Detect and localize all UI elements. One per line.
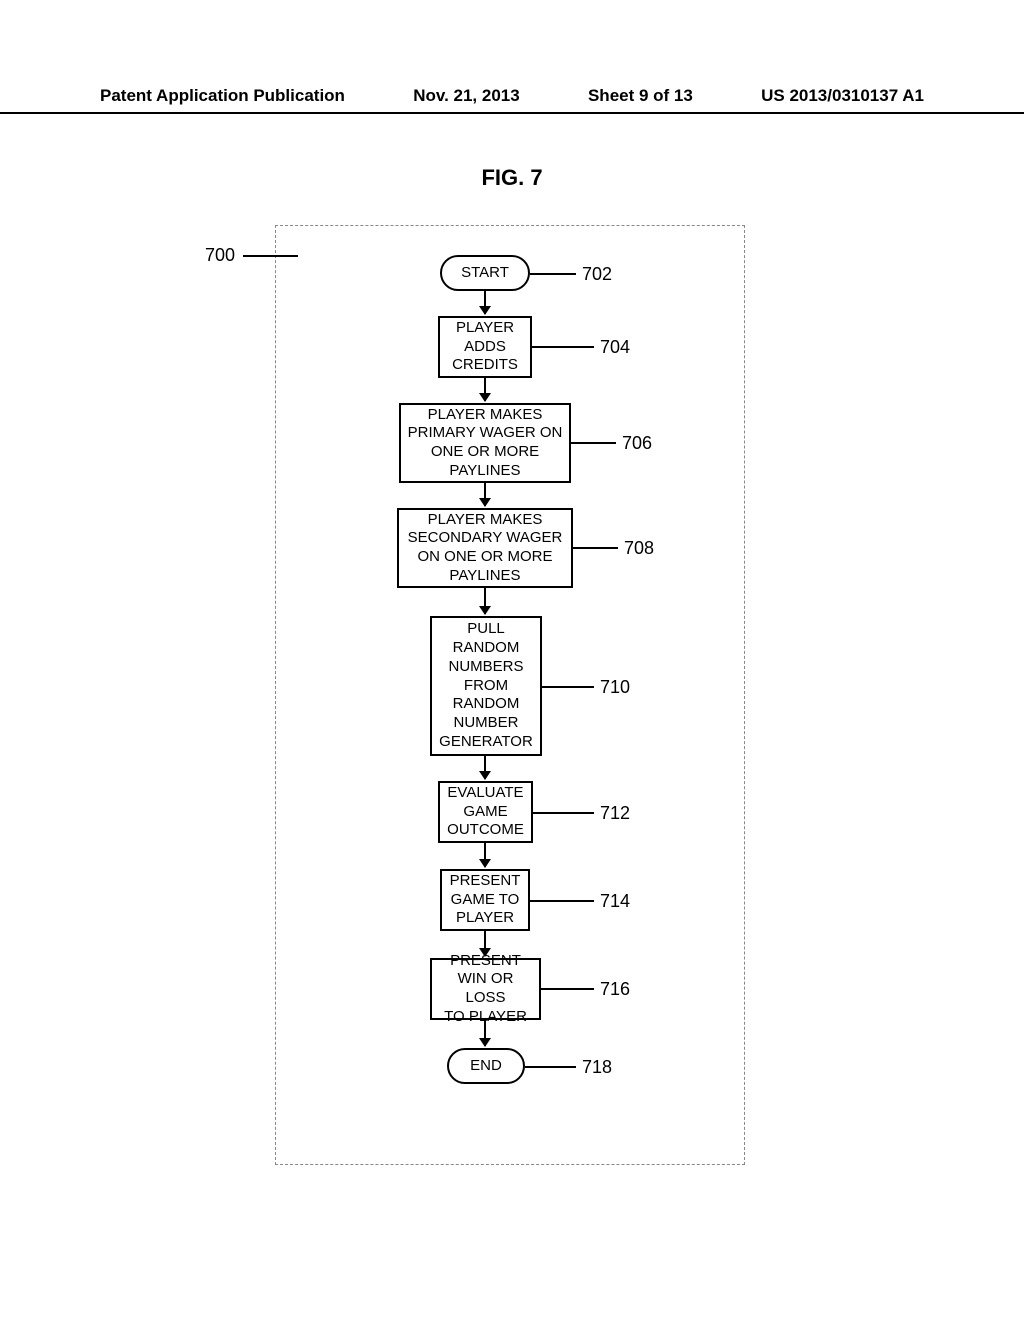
node-text: PLAYER	[456, 909, 514, 928]
flow-arrow	[484, 378, 486, 401]
node-text: PLAYER MAKES	[428, 511, 543, 530]
reference-label-714: 714	[600, 891, 630, 912]
flow-node-712: EVALUATEGAMEOUTCOME	[438, 781, 533, 843]
node-text: PRIMARY WAGER ON	[408, 424, 563, 443]
node-text: PRESENT	[450, 872, 521, 891]
node-text: OUTCOME	[447, 821, 524, 840]
flow-arrow	[484, 291, 486, 314]
flow-node-706: PLAYER MAKESPRIMARY WAGER ONONE OR MOREP…	[399, 403, 571, 483]
reference-leader-line	[573, 547, 618, 549]
header-sheet: Sheet 9 of 13	[588, 86, 693, 106]
reference-leader-line	[243, 255, 298, 257]
reference-label: 700	[205, 245, 235, 266]
reference-label-706: 706	[622, 433, 652, 454]
flow-arrow	[484, 931, 486, 956]
flow-arrow	[484, 756, 486, 779]
reference-leader-line	[532, 346, 594, 348]
reference-leader-line	[525, 1066, 576, 1068]
node-text: ONE OR MORE	[431, 443, 539, 462]
reference-leader-line	[542, 686, 594, 688]
node-text: RANDOM	[453, 639, 520, 658]
flow-arrow	[484, 1020, 486, 1046]
flow-node-716: PRESENTWIN OR LOSSTO PLAYER	[430, 958, 541, 1020]
node-text: GAME TO	[451, 891, 520, 910]
header-date: Nov. 21, 2013	[413, 86, 519, 106]
flow-arrow	[484, 843, 486, 867]
node-text: PLAYER MAKES	[428, 406, 543, 425]
flow-arrow	[484, 483, 486, 506]
node-text: ON ONE OR MORE	[417, 548, 552, 567]
reference-label-712: 712	[600, 803, 630, 824]
flow-node-708: PLAYER MAKESSECONDARY WAGERON ONE OR MOR…	[397, 508, 573, 588]
node-text: GAME	[463, 803, 507, 822]
reference-label-708: 708	[624, 538, 654, 559]
flow-node-704: PLAYERADDSCREDITS	[438, 316, 532, 378]
reference-leader-line	[541, 988, 594, 990]
node-text: PULL	[467, 620, 505, 639]
reference-label-710: 710	[600, 677, 630, 698]
diagram-reference-700: 700	[205, 245, 298, 266]
reference-leader-line	[530, 273, 576, 275]
reference-leader-line	[533, 812, 594, 814]
node-text: PLAYER	[456, 319, 514, 338]
reference-label-718: 718	[582, 1057, 612, 1078]
flow-node-718: END	[447, 1048, 525, 1084]
figure-title: FIG. 7	[0, 165, 1024, 191]
node-text: WIN OR LOSS	[438, 970, 533, 1008]
node-text: GENERATOR	[439, 733, 533, 752]
reference-label-704: 704	[600, 337, 630, 358]
node-text: START	[461, 264, 509, 283]
node-text: SECONDARY WAGER	[408, 529, 563, 548]
flow-node-702: START	[440, 255, 530, 291]
node-text: PAYLINES	[449, 567, 520, 586]
node-text: ADDS	[464, 338, 506, 357]
node-text: RANDOM	[453, 695, 520, 714]
node-text: END	[470, 1057, 502, 1076]
reference-leader-line	[530, 900, 594, 902]
node-text: EVALUATE	[447, 784, 523, 803]
flow-arrow	[484, 588, 486, 614]
node-text: PAYLINES	[449, 462, 520, 481]
flow-node-710: PULLRANDOMNUMBERSFROMRANDOMNUMBERGENERAT…	[430, 616, 542, 756]
header-left: Patent Application Publication	[100, 86, 345, 106]
node-text: NUMBER	[453, 714, 518, 733]
node-text: CREDITS	[452, 356, 518, 375]
header-right: US 2013/0310137 A1	[761, 86, 924, 106]
patent-header: Patent Application Publication Nov. 21, …	[0, 86, 1024, 114]
node-text: FROM	[464, 677, 508, 696]
reference-leader-line	[571, 442, 616, 444]
reference-label-702: 702	[582, 264, 612, 285]
reference-label-716: 716	[600, 979, 630, 1000]
flow-node-714: PRESENTGAME TOPLAYER	[440, 869, 530, 931]
node-text: NUMBERS	[448, 658, 523, 677]
